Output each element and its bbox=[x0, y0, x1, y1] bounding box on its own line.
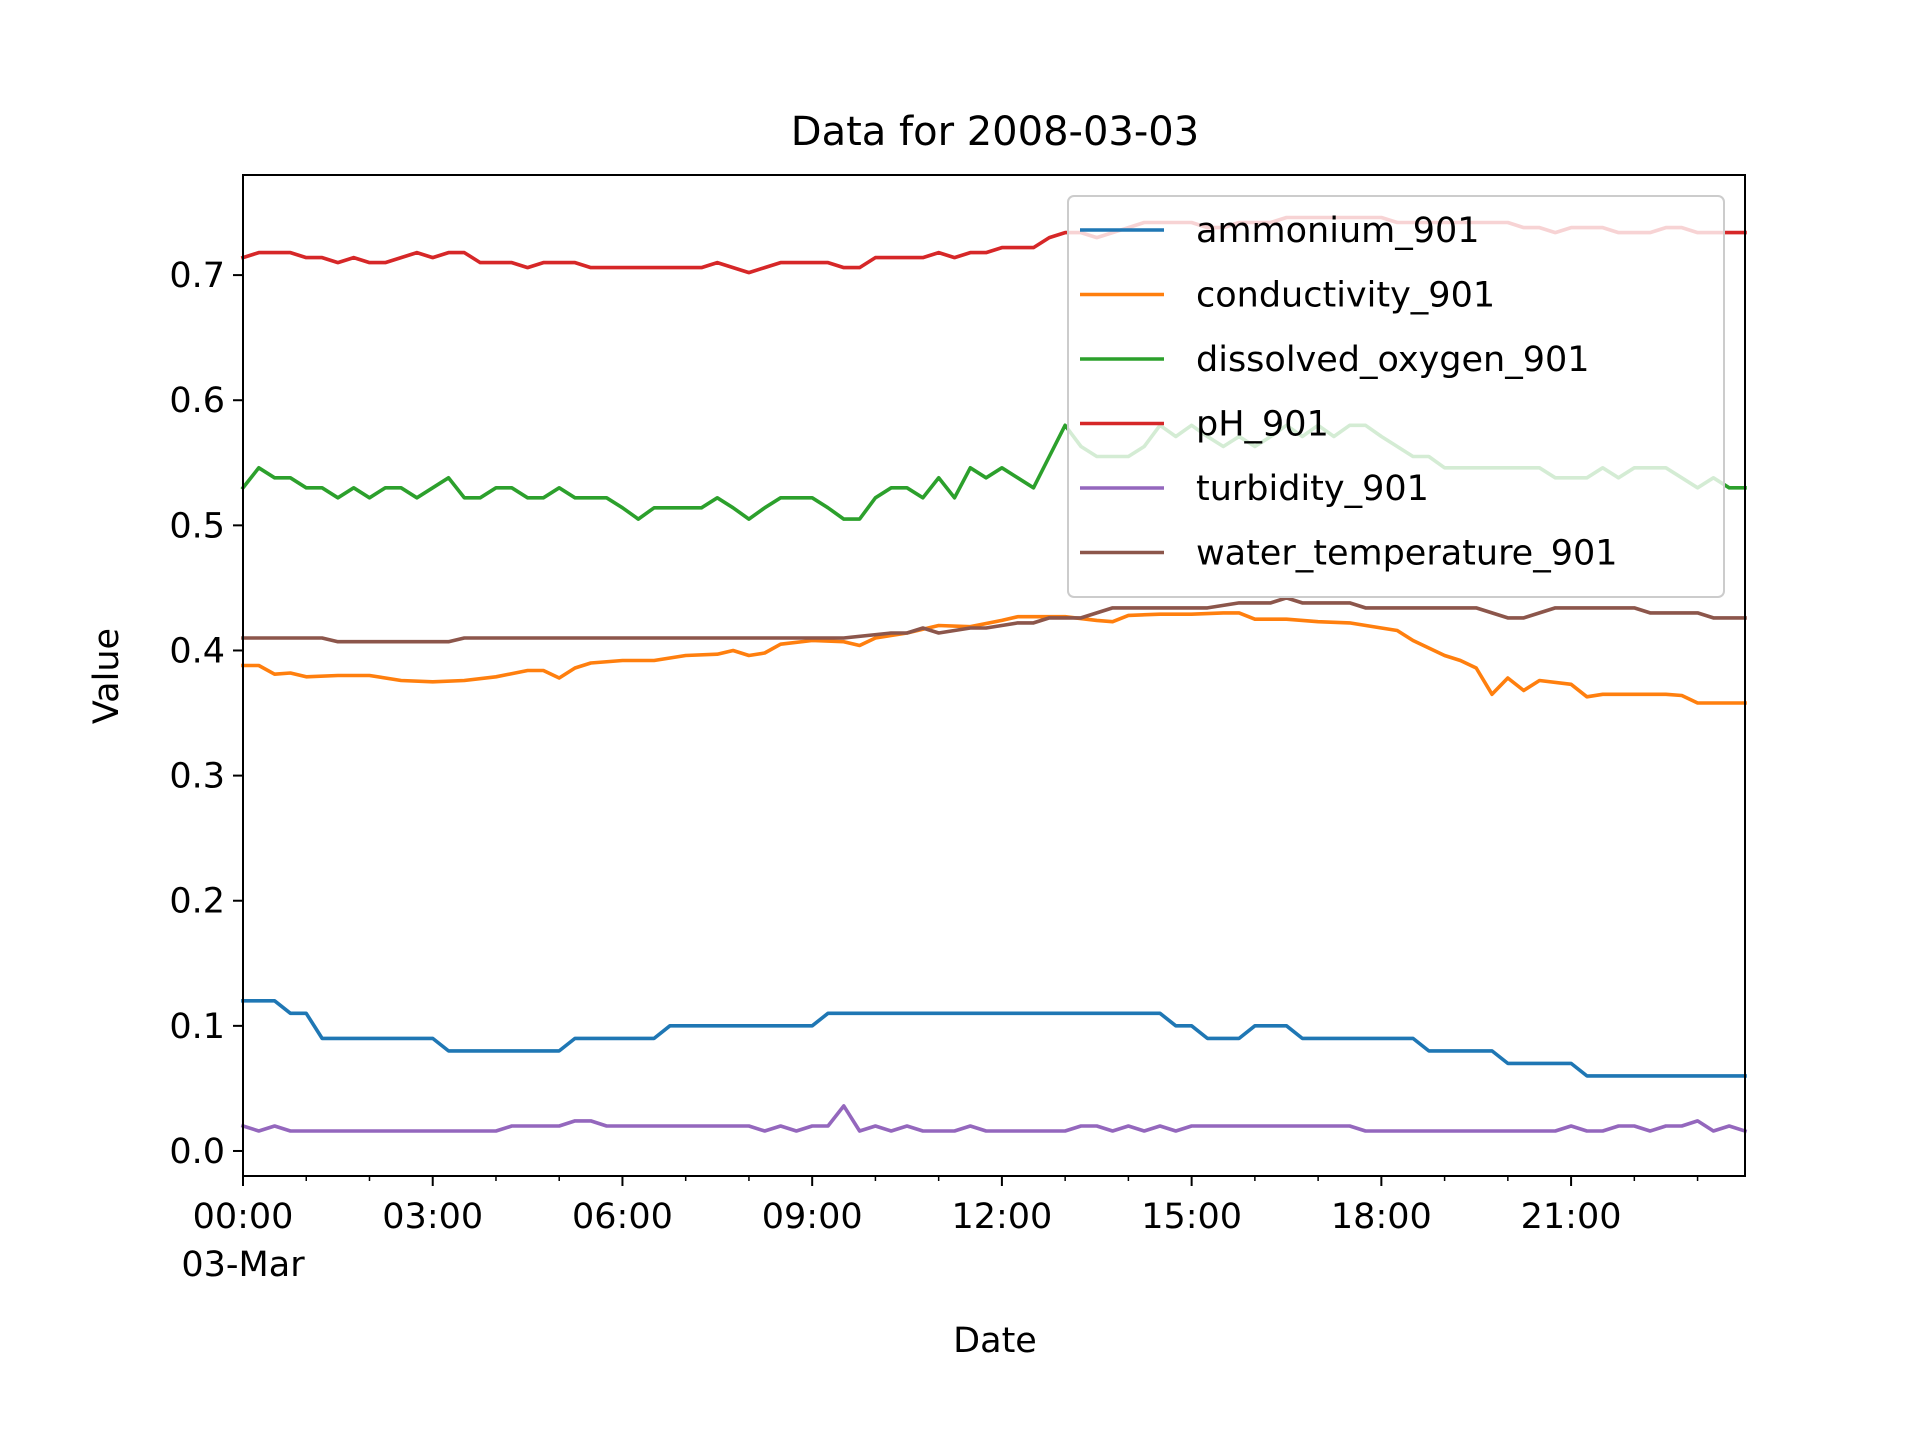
y-tick-label: 0.7 bbox=[169, 256, 225, 296]
x-tick-label: 03:00 bbox=[382, 1197, 483, 1237]
legend-entry-label: ammonium_901 bbox=[1196, 211, 1480, 251]
legend-box bbox=[1067, 195, 1725, 598]
x-tick-label: 15:00 bbox=[1141, 1197, 1242, 1237]
x-tick-label: 21:00 bbox=[1521, 1197, 1622, 1237]
legend: ammonium_901 conductivity_901 dissolved_ox… bbox=[1067, 195, 1725, 598]
x-tick-label: 18:00 bbox=[1331, 1197, 1432, 1237]
y-tick-label: 0.3 bbox=[169, 757, 225, 797]
x-tick-sublabel: 03-Mar bbox=[181, 1245, 305, 1285]
legend-entry-label: conductivity_901 bbox=[1196, 276, 1495, 316]
legend-entry-label: water_temperature_901 bbox=[1196, 534, 1618, 574]
y-tick-label: 0.4 bbox=[169, 631, 225, 671]
series-line-ammonium_901 bbox=[241, 998, 1747, 1078]
legend-entry-label: dissolved_oxygen_901 bbox=[1196, 340, 1590, 380]
x-tick-label: 06:00 bbox=[572, 1197, 673, 1237]
y-tick-label: 0.2 bbox=[169, 882, 225, 922]
legend-entry-label: pH_901 bbox=[1196, 405, 1329, 445]
series-line-conductivity_901 bbox=[241, 611, 1747, 705]
chart-title: Data for 2008-03-03 bbox=[791, 109, 1199, 155]
y-tick-label: 0.1 bbox=[169, 1007, 225, 1047]
y-axis-label: Value bbox=[87, 628, 127, 724]
x-axis: 00:00 03-Mar 03:00 06:00 09:00 12:00 15:00 18:0… bbox=[181, 1176, 1699, 1285]
series-line-water_temperature_901 bbox=[241, 596, 1747, 644]
series-layer bbox=[240, 215, 1748, 1134]
y-tick-label: 0.0 bbox=[169, 1132, 225, 1172]
x-axis-label: Date bbox=[953, 1321, 1037, 1361]
x-tick-label: 00:00 bbox=[193, 1197, 294, 1237]
legend-entry-label: turbidity_901 bbox=[1196, 469, 1429, 509]
y-tick-label: 0.5 bbox=[169, 506, 225, 546]
x-tick-label: 09:00 bbox=[762, 1197, 863, 1237]
y-axis: 0.0 0.1 0.2 0.3 0.4 0.5 0.6 0.7 bbox=[169, 256, 243, 1172]
plot-area-frame bbox=[242, 174, 1746, 1177]
series-line-turbidity_901 bbox=[240, 1104, 1748, 1134]
x-tick-label: 12:00 bbox=[951, 1197, 1052, 1237]
y-tick-label: 0.6 bbox=[169, 381, 225, 421]
